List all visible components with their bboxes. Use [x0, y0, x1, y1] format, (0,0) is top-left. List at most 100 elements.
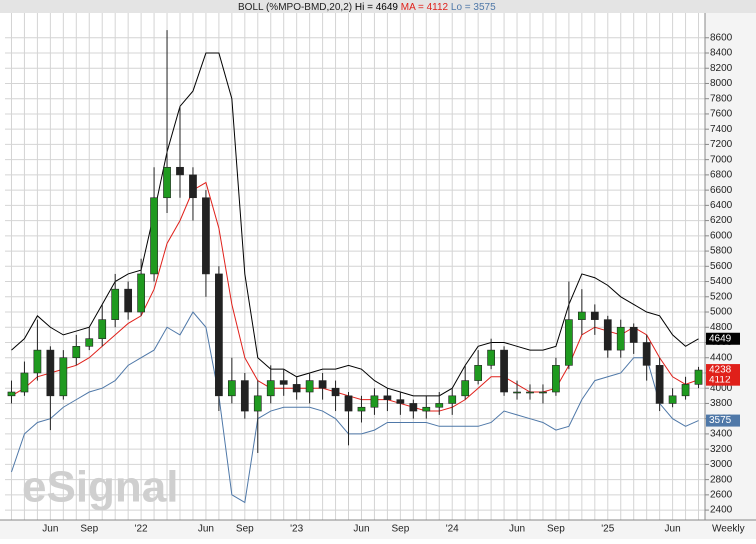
candle-body: [474, 365, 483, 381]
candle-body: [409, 403, 418, 412]
candle-body: [422, 406, 431, 412]
candle-body: [539, 391, 547, 394]
candle-body: [163, 166, 171, 199]
candle-body: [435, 403, 444, 408]
candle-body: [513, 391, 521, 394]
x-tick-label: '23: [290, 524, 303, 535]
candle-body: [202, 197, 210, 275]
value-tag: [706, 332, 740, 345]
candle-body: [603, 319, 612, 351]
candle-body: [124, 288, 133, 313]
y-tick-label: 4000: [710, 383, 733, 394]
ma-label: MA = 4112: [401, 2, 449, 13]
candle-body: [98, 319, 107, 339]
candle-body: [318, 380, 327, 389]
candle-body: [189, 174, 197, 199]
y-tick-label: 5800: [710, 246, 733, 257]
candle-body: [694, 369, 703, 385]
value-tag-label: 4649: [709, 333, 732, 344]
x-tick-label: '24: [446, 524, 459, 535]
band-line: [11, 52, 699, 397]
candle-body: [396, 399, 405, 404]
y-tick-label: 8400: [710, 48, 733, 59]
value-tag: [706, 373, 740, 386]
y-tick-label: 5200: [710, 291, 733, 302]
candle-body: [461, 380, 470, 397]
y-tick-label: 3800: [710, 398, 733, 409]
chart-title: BOLL (%MPO-BMD,20,2) Hi = 4649 MA = 4112…: [238, 2, 496, 13]
candle-body: [72, 346, 81, 359]
candle-body: [577, 311, 586, 320]
candle-body: [266, 380, 275, 397]
x-tick-label: Sep: [391, 524, 409, 535]
band-line: [11, 181, 699, 412]
candle-body: [590, 311, 599, 320]
candle-body: [681, 384, 690, 397]
y-tick-label: 8200: [710, 63, 733, 74]
candle-body: [59, 357, 68, 397]
y-tick-label: 7600: [710, 109, 733, 120]
upper-label: Hi = 4649: [355, 2, 399, 13]
candle-body: [552, 365, 560, 393]
candle-body: [357, 406, 366, 412]
x-tick-label: Sep: [547, 524, 565, 535]
y-tick-label: 3000: [710, 459, 733, 470]
title-text: BOLL (%MPO-BMD,20,2): [238, 2, 352, 13]
candle-body: [240, 380, 249, 412]
y-tick-label: 5000: [710, 307, 733, 318]
candle-body: [331, 387, 340, 397]
period-label: Weekly: [712, 524, 745, 535]
candle-body: [176, 166, 184, 176]
candle-body: [20, 372, 29, 393]
x-tick-label: Sep: [80, 524, 98, 535]
y-tick-label: 4400: [710, 352, 733, 363]
value-tag: [706, 414, 740, 427]
x-tick-label: Jun: [665, 524, 681, 535]
y-tick-label: 7200: [710, 139, 733, 150]
y-tick-label: 4800: [710, 322, 733, 333]
lower-label: Lo = 3575: [451, 2, 496, 13]
candle-body: [487, 349, 495, 366]
y-tick-label: 7000: [710, 154, 733, 165]
time-axis-area: [0, 520, 756, 539]
y-tick-label: 2600: [710, 490, 733, 501]
candle-body: [7, 391, 16, 397]
x-tick-label: '25: [601, 524, 614, 535]
y-tick-label: 6800: [710, 170, 733, 181]
y-tick-label: 5600: [710, 261, 733, 272]
plot: [0, 13, 756, 521]
candle-body: [150, 197, 158, 275]
y-tick-label: 6200: [710, 215, 733, 226]
candle-body: [616, 326, 625, 351]
candle-body: [370, 395, 379, 408]
candle-body: [448, 395, 457, 404]
candle-body: [46, 349, 55, 397]
band-line: [11, 311, 699, 504]
candle-body: [565, 319, 573, 366]
candle-body: [111, 288, 120, 320]
y-tick-label: 8000: [710, 78, 733, 89]
candle-body: [655, 365, 664, 404]
candle-body: [253, 395, 262, 412]
candle-body: [642, 342, 651, 366]
candle-body: [305, 380, 314, 393]
candle-body: [137, 273, 145, 313]
y-tick-label: 8600: [710, 32, 733, 43]
candle-body: [344, 395, 353, 412]
y-tick-label: 6000: [710, 230, 733, 241]
value-tag-label: 4238: [709, 365, 732, 376]
y-tick-label: 7400: [710, 124, 733, 135]
x-tick-label: Jun: [509, 524, 525, 535]
x-tick-label: Sep: [236, 524, 254, 535]
candle-body: [500, 349, 508, 393]
y-tick-label: 3400: [710, 429, 733, 440]
y-tick-label: 7800: [710, 93, 733, 104]
candle-body: [383, 395, 392, 400]
candle-body: [279, 380, 288, 385]
candle-body: [227, 380, 236, 397]
x-tick-label: Jun: [198, 524, 214, 535]
y-tick-label: 6400: [710, 200, 733, 211]
candle-body: [215, 273, 223, 397]
value-tag-label: 4112: [709, 374, 731, 385]
